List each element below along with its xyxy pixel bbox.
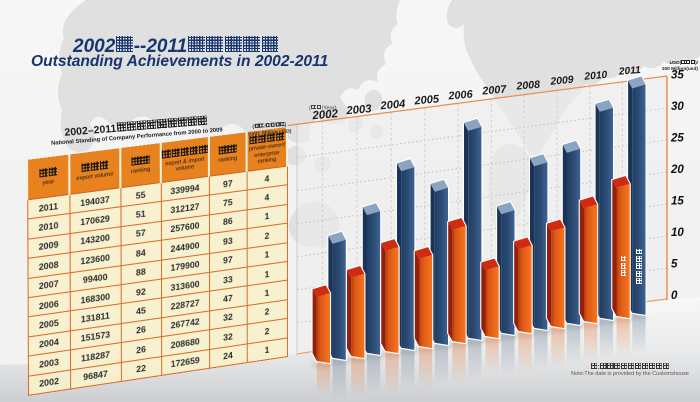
svg-text:30: 30 — [671, 101, 684, 113]
svg-text:2002: 2002 — [311, 108, 339, 122]
svg-text:2009: 2009 — [549, 75, 574, 88]
svg-text:15: 15 — [671, 196, 684, 208]
svg-text:0: 0 — [671, 290, 678, 302]
svg-text:20: 20 — [670, 164, 684, 176]
svg-text:2003: 2003 — [345, 103, 373, 117]
svg-text:2005: 2005 — [413, 93, 440, 107]
svg-text:2011: 2011 — [617, 65, 641, 78]
svg-text:2008: 2008 — [515, 79, 541, 93]
svg-text:2006: 2006 — [447, 88, 474, 102]
svg-text:2007: 2007 — [481, 83, 508, 97]
svg-text:5: 5 — [671, 259, 678, 271]
svg-text:2004: 2004 — [379, 98, 407, 112]
svg-text:2010: 2010 — [583, 70, 608, 83]
svg-text:25: 25 — [670, 133, 684, 145]
svg-text:35: 35 — [671, 70, 684, 82]
svg-text:10: 10 — [671, 227, 684, 239]
